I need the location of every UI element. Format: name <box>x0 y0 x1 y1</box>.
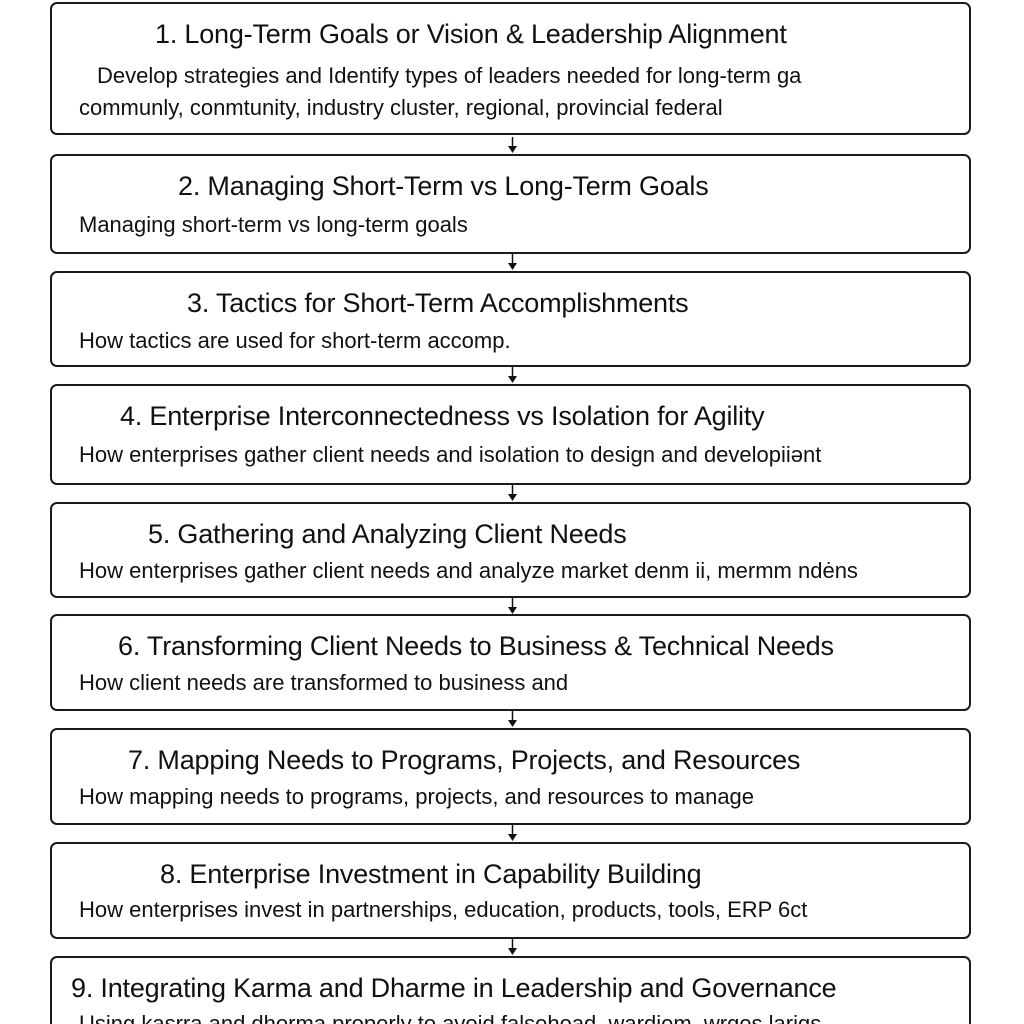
step-4-description: How enterprises gather client needs and … <box>79 442 822 467</box>
down-arrow-icon <box>507 825 518 843</box>
flow-step-9: 9. Integrating Karma and Dharme in Leade… <box>50 956 971 1024</box>
down-arrow-icon <box>507 939 518 957</box>
step-6-title: 6. Transforming Client Needs to Business… <box>118 631 834 661</box>
step-7-description: How mapping needs to programs, projects,… <box>79 784 755 809</box>
step-8-description: How enterprises invest in partnerships, … <box>79 897 808 922</box>
step-2-title: 2. Managing Short-Term vs Long-Term Goal… <box>178 171 709 201</box>
down-arrow-icon <box>507 598 518 616</box>
step-1-description-line-2: communly, conmtunity, industry cluster, … <box>79 95 723 120</box>
down-arrow-icon <box>507 711 518 729</box>
step-7-title: 7. Mapping Needs to Programs, Projects, … <box>128 745 801 775</box>
step-1-description-line-1: Develop strategies and Identify types of… <box>97 63 802 88</box>
step-6-description: How client needs are transformed to busi… <box>79 670 569 695</box>
flow-step-5: 5. Gathering and Analyzing Client Needs … <box>50 502 971 598</box>
step-3-description: How tactics are used for short-term acco… <box>79 328 511 353</box>
step-5-description: How enterprises gather client needs and … <box>79 558 858 583</box>
flow-step-3: 3. Tactics for Short-Term Accomplishment… <box>50 271 971 367</box>
down-arrow-icon <box>507 485 518 503</box>
flow-step-4: 4. Enterprise Interconnectedness vs Isol… <box>50 384 971 485</box>
flow-step-6: 6. Transforming Client Needs to Business… <box>50 614 971 711</box>
flow-step-2: 2. Managing Short-Term vs Long-Term Goal… <box>50 154 971 254</box>
step-4-title: 4. Enterprise Interconnectedness vs Isol… <box>120 401 765 431</box>
step-3-title: 3. Tactics for Short-Term Accomplishment… <box>187 288 689 318</box>
down-arrow-icon <box>507 137 518 155</box>
step-8-title: 8. Enterprise Investment in Capability B… <box>160 859 702 889</box>
step-1-title: 1. Long-Term Goals or Vision & Leadershi… <box>155 19 787 49</box>
step-2-description: Managing short-term vs long-term goals <box>79 212 468 237</box>
flow-step-8: 8. Enterprise Investment in Capability B… <box>50 842 971 939</box>
down-arrow-icon <box>507 367 518 385</box>
step-9-title: 9. Integrating Karma and Dharme in Leade… <box>71 973 837 1003</box>
step-9-description: Using kasrra and dhorma properly to avoi… <box>79 1011 822 1024</box>
step-5-title: 5. Gathering and Analyzing Client Needs <box>148 519 627 549</box>
flow-step-1: 1. Long-Term Goals or Vision & Leadershi… <box>50 2 971 135</box>
down-arrow-icon <box>507 254 518 272</box>
flow-step-7: 7. Mapping Needs to Programs, Projects, … <box>50 728 971 825</box>
